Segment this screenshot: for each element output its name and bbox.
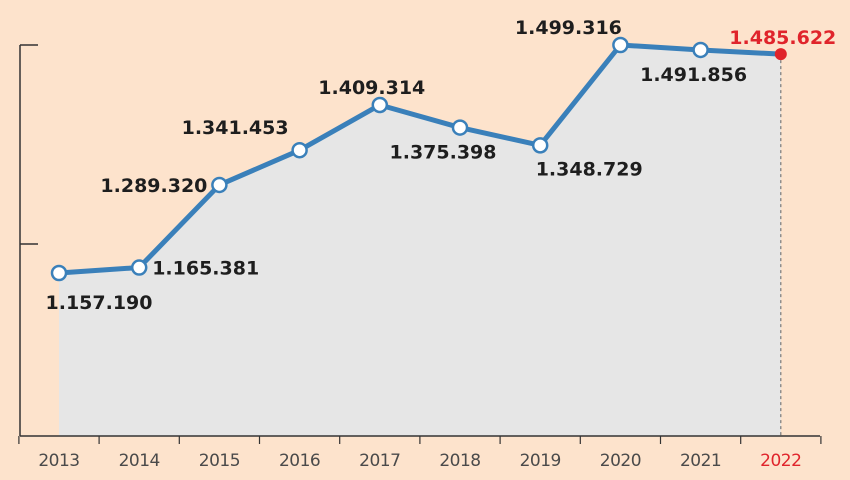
data-label: 1.348.729: [536, 158, 643, 180]
data-point: [291, 141, 308, 159]
highlight-point: [774, 48, 787, 61]
data-point: [211, 176, 228, 194]
data-labels: 1.157.190 1.165.381 1.289.320 1.341.453 1.40…: [46, 17, 837, 314]
x-tick-label: 2018: [439, 451, 480, 471]
data-label: 1.157.190: [46, 292, 153, 314]
data-label: 1.491.856: [640, 64, 747, 86]
x-tick-label: 2017: [359, 451, 400, 471]
data-label: 1.499.316: [515, 17, 622, 39]
data-point: [451, 119, 469, 136]
x-tick-label: 2019: [520, 451, 561, 471]
x-tick-label: 2015: [199, 451, 240, 471]
area-fill: [59, 45, 781, 436]
data-label: 1.165.381: [152, 258, 259, 280]
data-label: 1.375.398: [390, 142, 497, 164]
data-point: [371, 96, 389, 114]
series-line: [56, 42, 784, 276]
x-tick-label: 2014: [119, 451, 160, 471]
data-label: 1.289.320: [100, 175, 207, 197]
x-tick-label: 2020: [600, 451, 641, 471]
x-tick-label: 2022: [760, 451, 801, 471]
data-point: [692, 41, 709, 59]
x-tick-label: 2013: [38, 451, 79, 471]
point-markers: [50, 36, 787, 282]
x-tick-labels: 2013 2014 2015 2016 2017 2018 2019 2020 2021 2022: [38, 451, 802, 471]
data-label: 1.341.453: [182, 117, 289, 139]
data-point: [612, 36, 629, 54]
x-tick-label: 2021: [680, 451, 721, 471]
data-point: [531, 137, 549, 154]
data-label: 1.409.314: [318, 77, 425, 99]
data-label: 1.485.622: [729, 27, 836, 49]
x-axis-ticks: [18, 436, 822, 444]
x-tick-label: 2016: [279, 451, 320, 471]
data-point: [50, 264, 68, 282]
data-point: [130, 259, 148, 276]
